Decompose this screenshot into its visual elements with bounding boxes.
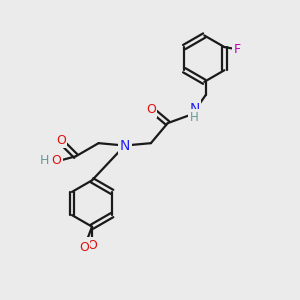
Text: F: F xyxy=(234,43,241,56)
Text: O: O xyxy=(56,134,66,147)
Text: H: H xyxy=(40,154,49,166)
Text: O: O xyxy=(51,154,61,166)
Text: O: O xyxy=(79,241,89,254)
Text: H: H xyxy=(190,111,199,124)
Text: O: O xyxy=(146,103,156,116)
Text: N: N xyxy=(189,102,200,116)
Text: O: O xyxy=(87,239,97,252)
Text: N: N xyxy=(119,139,130,152)
